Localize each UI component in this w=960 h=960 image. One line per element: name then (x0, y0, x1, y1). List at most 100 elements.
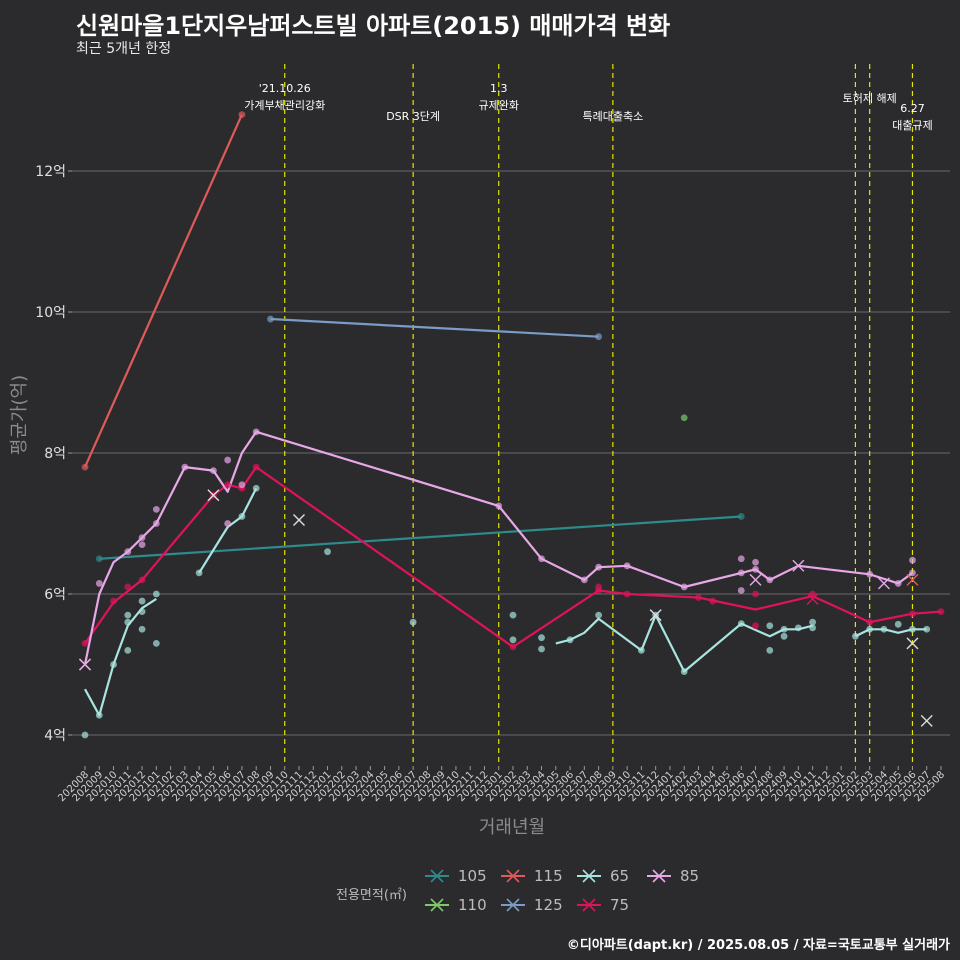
data-point-75 (909, 610, 916, 618)
legend-label: 115 (534, 867, 563, 885)
policy-annotation: '21.10.26 (259, 82, 311, 95)
legend-key-icon (425, 898, 449, 912)
data-point-65 (152, 639, 160, 647)
cancelled-stroke (293, 513, 305, 526)
y-tick-label: 10억 (35, 305, 66, 321)
data-point-85 (909, 556, 916, 564)
data-point-65 (538, 634, 545, 642)
data-point-85 (752, 558, 759, 566)
cancelled-stroke (877, 577, 890, 590)
cancelled-mark-75 (806, 592, 819, 605)
policy-annotation: 대출규제 (892, 119, 932, 132)
data-point-65 (110, 661, 117, 668)
data-point-115 (238, 111, 246, 118)
data-point-65 (880, 625, 888, 633)
cancelled-mark-65 (906, 637, 919, 650)
data-point-85 (210, 467, 217, 475)
data-point-85 (580, 576, 588, 584)
legend-item-65: 65 (576, 866, 629, 886)
data-point-65 (909, 625, 916, 633)
source-caption: ©디아파트(dapt.kr) / 2025.08.05 / 자료=국토교통부 실… (566, 938, 950, 953)
data-point-85 (866, 570, 874, 578)
legend-item-125: 125 (500, 895, 563, 915)
series-line-105 (99, 515, 742, 560)
legend-item-105: 105 (424, 866, 487, 886)
data-point-65 (809, 618, 816, 626)
data-point-65 (238, 513, 246, 520)
data-point-85 (737, 555, 745, 563)
cancelled-mark-85 (79, 658, 91, 671)
cancelled-mark-65 (293, 513, 305, 526)
data-point-85 (138, 541, 146, 549)
data-point-65 (124, 611, 132, 619)
data-point-65 (95, 711, 103, 719)
data-point-75 (595, 583, 602, 591)
data-point-75 (695, 594, 702, 601)
cancelled-stroke (906, 573, 919, 586)
data-point-65 (152, 590, 160, 598)
policy-annotation: 토허제 해제 (843, 91, 897, 105)
data-point-85 (680, 583, 688, 591)
data-point-65 (595, 611, 602, 619)
data-point-65 (324, 548, 331, 556)
data-point-85 (152, 506, 160, 513)
data-point-65 (138, 597, 146, 605)
data-point-75 (866, 618, 874, 626)
data-point-105 (95, 555, 103, 563)
legend-item-85: 85 (646, 866, 699, 886)
legend-key-icon (577, 869, 601, 883)
data-point-65 (138, 625, 146, 633)
data-point-65 (923, 625, 931, 633)
data-point-65 (766, 622, 774, 630)
data-point-65 (794, 624, 802, 632)
data-point-85 (909, 569, 916, 577)
data-point-75 (809, 590, 816, 598)
legend-item-115: 115 (500, 866, 563, 886)
data-point-85 (766, 576, 774, 584)
data-point-85 (224, 520, 232, 527)
legend-label: 85 (680, 867, 700, 885)
cancelled-stroke (792, 559, 805, 572)
y-axis-title: 평균가(억) (9, 375, 30, 455)
series-line-125 (270, 317, 599, 338)
cancelled-mark-65 (207, 489, 220, 502)
data-point-65 (766, 647, 774, 654)
data-point-75 (752, 622, 759, 630)
data-point-65 (809, 624, 816, 632)
data-point-65 (894, 620, 902, 628)
data-point-65 (737, 620, 745, 628)
data-point-65 (252, 484, 260, 492)
data-point-85 (124, 548, 132, 556)
data-point-65 (509, 636, 517, 644)
data-point-75 (110, 597, 117, 605)
legend-key-icon (501, 869, 525, 883)
data-point-65 (780, 632, 788, 640)
data-point-85 (152, 520, 160, 527)
data-point-65 (538, 645, 545, 653)
data-point-75 (752, 590, 759, 598)
cancelled-mark-115 (906, 573, 919, 586)
cancelled-stroke (806, 592, 819, 605)
data-point-125 (267, 315, 274, 323)
cancelled-stroke (749, 573, 762, 586)
data-point-75 (509, 643, 517, 651)
chart-subtitle: 최근 5개년 한정 (76, 41, 172, 57)
data-point-65 (124, 618, 132, 626)
cancelled-mark-85 (749, 573, 762, 586)
series-line-65 (84, 597, 157, 717)
data-point-65 (852, 632, 859, 640)
data-point-75 (623, 590, 631, 598)
data-point-85 (224, 456, 232, 464)
series-line-115 (83, 114, 243, 468)
cancelled-stroke (649, 609, 662, 622)
policy-annotation: DSR 3단계 (386, 110, 440, 123)
data-point-75 (252, 463, 260, 471)
legend-label: 125 (534, 896, 563, 914)
data-point-85 (737, 587, 745, 594)
data-point-85 (138, 534, 146, 541)
y-tick-label: 6억 (44, 587, 66, 603)
cancelled-stroke (906, 637, 919, 650)
legend-label: 110 (458, 896, 487, 914)
policy-annotation: 가계부채관리강화 (244, 99, 325, 112)
